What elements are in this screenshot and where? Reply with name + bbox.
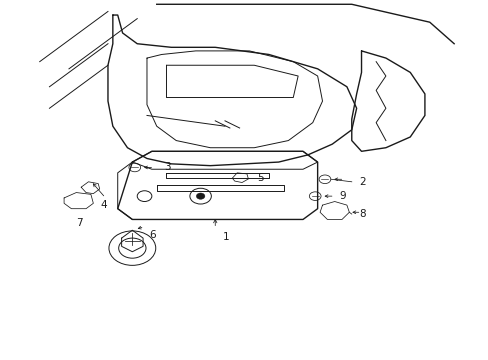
Text: 8: 8 [358,209,365,219]
Text: 7: 7 [76,218,83,228]
Text: 2: 2 [358,177,365,187]
Circle shape [196,193,204,199]
Text: 6: 6 [149,230,156,240]
Text: 4: 4 [101,200,107,210]
Text: 5: 5 [256,173,263,183]
Text: 1: 1 [222,232,229,242]
Text: 3: 3 [163,162,170,172]
Text: 9: 9 [339,191,346,201]
